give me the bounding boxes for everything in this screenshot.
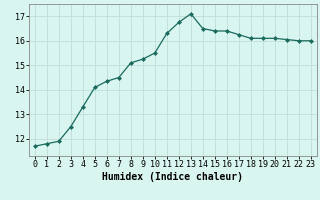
X-axis label: Humidex (Indice chaleur): Humidex (Indice chaleur) bbox=[102, 172, 243, 182]
